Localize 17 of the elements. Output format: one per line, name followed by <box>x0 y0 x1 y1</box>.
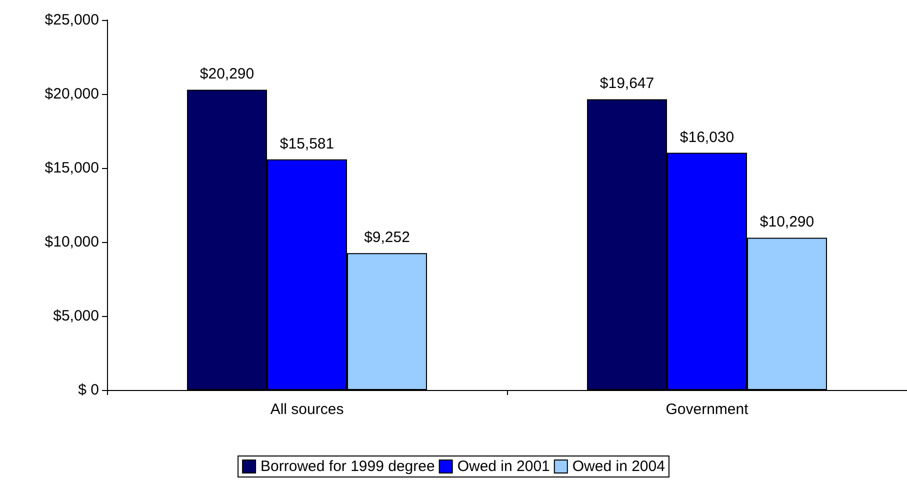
legend-label: Borrowed for 1999 degree <box>260 458 435 475</box>
y-tick-label: $20,000 <box>44 86 99 102</box>
y-tick-label: $ 0 <box>78 382 99 398</box>
data-label: $15,581 <box>280 135 334 152</box>
y-tick-label: $10,000 <box>44 234 99 250</box>
data-label: $9,252 <box>364 229 410 246</box>
x-tick-label: Government <box>666 401 750 418</box>
data-label: $19,647 <box>600 75 654 92</box>
data-label: $20,290 <box>200 66 254 83</box>
x-tick-label: All sources <box>270 401 344 418</box>
data-label: $10,290 <box>760 214 814 231</box>
y-tick-label: $25,000 <box>44 12 99 28</box>
y-tick-label: $5,000 <box>53 308 99 324</box>
legend-label: Owed in 2004 <box>572 458 665 475</box>
legend-label: Owed in 2001 <box>457 458 550 475</box>
y-tick-label: $15,000 <box>44 160 99 176</box>
data-label: $16,030 <box>680 128 734 146</box>
